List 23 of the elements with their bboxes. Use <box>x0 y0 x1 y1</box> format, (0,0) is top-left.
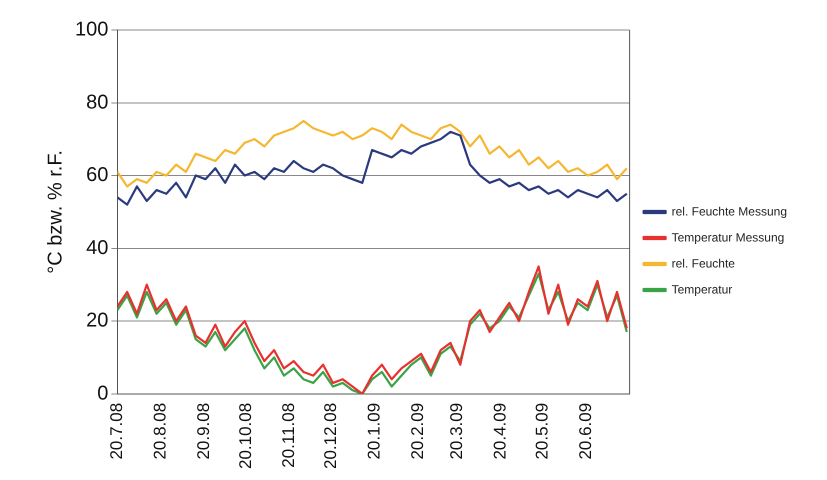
y-tick-label: 40 <box>86 236 108 259</box>
x-tick-label: 20.4.09 <box>490 402 510 460</box>
legend-label: rel. Feuchte Messung <box>672 204 787 218</box>
x-tick-label: 20.12.08 <box>321 402 340 470</box>
x-tick-label: 20.7.08 <box>107 402 126 460</box>
y-tick-label: 0 <box>97 382 108 404</box>
legend-label: Temperatur Messung <box>672 230 784 244</box>
legend-label: rel. Feuchte <box>672 256 736 270</box>
x-tick-label: 20.3.09 <box>447 402 466 460</box>
x-tick-label: 20.5.09 <box>532 402 552 460</box>
x-tick-label: 20.8.08 <box>150 402 170 460</box>
y-tick-label: 100 <box>74 18 108 41</box>
x-tick-label: 20.6.09 <box>576 402 595 460</box>
legend-label: Temperatur <box>672 282 732 296</box>
y-tick-label: 60 <box>86 164 108 186</box>
y-axis-title: °C bzw. % r.F. <box>44 150 67 274</box>
y-tick-label: 80 <box>86 91 108 114</box>
x-tick-label: 20.1.09 <box>364 402 384 460</box>
x-tick-label: 20.9.08 <box>194 402 213 460</box>
x-tick-label: 20.10.08 <box>236 402 255 470</box>
y-tick-label: 20 <box>86 310 108 332</box>
x-tick-label: 20.11.08 <box>279 402 298 468</box>
x-tick-label: 20.2.09 <box>408 402 427 460</box>
